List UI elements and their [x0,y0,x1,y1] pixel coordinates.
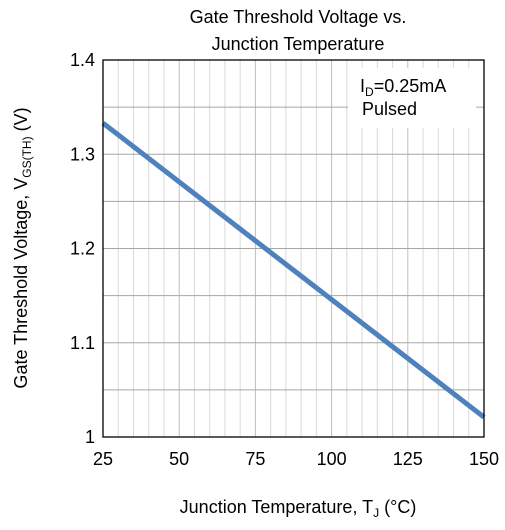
tick-labels: 25 50 75 100 125 150 1 1.1 1.2 1.3 1.4 [70,50,499,469]
y-axis-label-subscript: GS(TH) [20,136,34,177]
chart-title-line2: Junction Temperature [212,34,385,54]
x-tick-label: 75 [245,449,265,469]
y-tick-label: 1.3 [70,144,95,164]
y-tick-label: 1.4 [70,50,95,70]
y-axis-label: Gate Threshold Voltage, VGS(TH) (V) [11,107,34,388]
x-tick-label: 150 [469,449,499,469]
chart-title-line1: Gate Threshold Voltage vs. [190,7,407,27]
x-tick-label: 50 [169,449,189,469]
grid [102,59,485,438]
y-tick-label: 1 [85,427,95,447]
x-tick-label: 25 [93,449,113,469]
annotation-box [348,68,476,128]
y-tick-label: 1.2 [70,239,95,259]
plot-frame [102,59,485,438]
series-layer [101,121,486,420]
x-tick-label: 100 [317,449,347,469]
y-tick-label: 1.1 [70,333,95,353]
x-axis-label-subscript: J [373,506,379,520]
x-axis-label: Junction Temperature, TJ (°C) [180,497,417,520]
series-line-1 [101,121,486,420]
annotation-subscript: D [365,85,374,99]
x-tick-label: 125 [393,449,423,469]
annotation-line2: Pulsed [362,99,417,119]
annotation-line1: ID=0.25mA [360,76,446,99]
